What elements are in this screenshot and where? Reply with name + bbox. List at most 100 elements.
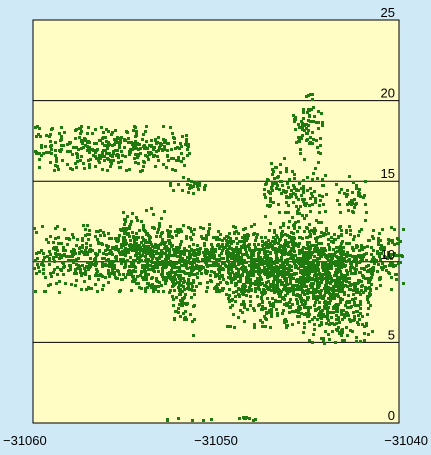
data-point [208, 223, 211, 226]
data-point [217, 230, 220, 233]
data-point [277, 250, 280, 253]
data-point [270, 314, 273, 317]
data-point [365, 252, 368, 255]
data-point [107, 272, 110, 275]
data-point [338, 262, 341, 265]
data-point [276, 267, 279, 270]
data-point [131, 212, 134, 215]
data-point [217, 264, 220, 267]
data-point [324, 254, 327, 257]
data-point [156, 141, 159, 144]
data-point [379, 239, 382, 242]
data-point [278, 271, 281, 274]
data-point [141, 236, 144, 239]
data-point [300, 283, 303, 286]
data-point [315, 219, 318, 222]
data-point [150, 277, 153, 280]
data-point [172, 189, 175, 192]
data-point [146, 262, 149, 265]
data-point [298, 279, 301, 282]
data-point [292, 240, 295, 243]
data-point [88, 166, 91, 169]
data-point [254, 290, 257, 293]
data-point [182, 176, 185, 179]
data-point [270, 186, 273, 189]
data-point [359, 312, 362, 315]
data-point [139, 255, 142, 258]
data-point [310, 108, 313, 111]
data-point [306, 296, 309, 299]
data-point [334, 341, 337, 344]
data-point [49, 145, 52, 148]
data-point [303, 322, 306, 325]
data-point [76, 238, 79, 241]
data-point [282, 222, 285, 225]
data-point [53, 268, 56, 271]
data-point [49, 272, 52, 275]
data-point [55, 160, 58, 163]
data-point [354, 272, 357, 275]
data-point [170, 264, 173, 267]
data-point [182, 281, 185, 284]
data-point [341, 331, 344, 334]
data-point [130, 141, 133, 144]
data-point [330, 267, 333, 270]
data-point [182, 297, 185, 300]
data-point [229, 237, 232, 240]
data-point [119, 228, 122, 231]
data-point [336, 329, 339, 332]
data-point [120, 243, 123, 246]
data-point [306, 138, 309, 141]
data-point [321, 178, 324, 181]
data-point [126, 259, 129, 262]
data-point [298, 126, 301, 129]
data-point [243, 290, 246, 293]
data-point [241, 253, 244, 256]
data-point [293, 177, 296, 180]
data-point [195, 258, 198, 261]
data-point [264, 254, 267, 257]
data-point [134, 270, 137, 273]
data-point [179, 253, 182, 256]
data-point [333, 307, 336, 310]
data-point [222, 268, 225, 271]
data-point [332, 241, 335, 244]
data-point [172, 298, 175, 301]
data-point [80, 274, 83, 277]
data-point [101, 168, 104, 171]
data-point [385, 269, 388, 272]
data-point [225, 281, 228, 284]
data-point [138, 252, 141, 255]
data-point [319, 315, 322, 318]
data-point [352, 289, 355, 292]
data-point [188, 187, 191, 190]
data-point [371, 267, 374, 270]
data-point [227, 266, 230, 269]
data-point [304, 251, 307, 254]
data-point [302, 275, 305, 278]
data-point [373, 262, 376, 265]
data-point [211, 246, 214, 249]
data-point [118, 251, 121, 254]
data-point [308, 276, 311, 279]
data-point [107, 258, 110, 261]
data-point [274, 241, 277, 244]
data-point [129, 148, 132, 151]
data-point [289, 279, 292, 282]
data-point [316, 146, 319, 149]
data-point [102, 284, 105, 287]
data-point [312, 138, 315, 141]
data-point [329, 299, 332, 302]
data-point [348, 281, 351, 284]
data-point [108, 252, 111, 255]
data-point [311, 203, 314, 206]
data-point [379, 277, 382, 280]
data-point [367, 333, 370, 336]
data-point [146, 247, 149, 250]
data-point [311, 98, 314, 101]
data-point [145, 273, 148, 276]
data-point [320, 242, 323, 245]
data-point [151, 245, 154, 248]
data-point [307, 288, 310, 291]
data-point [324, 261, 327, 264]
